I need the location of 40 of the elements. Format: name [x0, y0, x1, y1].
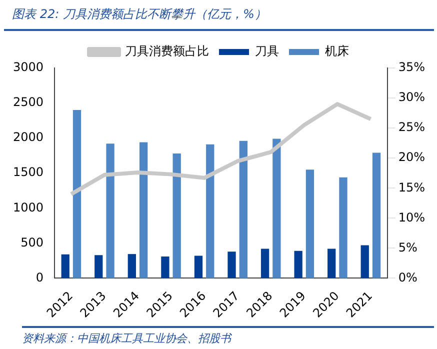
legend-label: 刀具: [255, 44, 279, 58]
y2-tick-label: 35%: [398, 60, 425, 74]
bar: [128, 254, 136, 278]
y-tick-label: 0: [36, 270, 44, 284]
y2-tick-label: 30%: [398, 90, 425, 104]
bar: [339, 177, 348, 278]
y2-tick-label: 10%: [398, 210, 425, 224]
text: 资料来源：中国机床工具工业协会、招股书: [22, 326, 434, 346]
y2-tick-label: 0%: [398, 270, 418, 284]
y-tick-label: 2000: [12, 130, 44, 144]
y-tick-label: 3000: [12, 60, 44, 74]
bar: [72, 110, 82, 278]
bar: [360, 245, 369, 278]
bar: [306, 170, 314, 278]
bar: [239, 140, 248, 278]
y2-tick-label: 15%: [398, 180, 425, 194]
bar: [161, 256, 170, 278]
legend-label: 机床: [325, 44, 349, 58]
bar: [206, 144, 214, 278]
bar: [94, 255, 103, 278]
y-tick-label: 1000: [12, 200, 44, 214]
y2-tick-label: 25%: [398, 120, 425, 134]
bar: [228, 252, 236, 278]
bar: [260, 248, 270, 278]
bar: [328, 248, 336, 278]
bar: [294, 250, 302, 278]
bar: [106, 144, 114, 278]
bar: [272, 138, 281, 278]
bar: [194, 256, 203, 278]
bar: [139, 142, 148, 278]
legend-label: 刀具消费额占比: [125, 44, 209, 58]
bar: [372, 152, 381, 278]
y2-tick-label: 20%: [398, 150, 425, 164]
y-tick-label: 500: [20, 235, 44, 250]
bar: [172, 153, 181, 278]
y2-tick-label: 5%: [398, 240, 418, 254]
bar: [61, 254, 70, 278]
y-tick-label: 1500: [12, 165, 44, 180]
chart-title: 图表 22: 刀具消费额占比不断攀升（亿元，%）: [4, 6, 434, 31]
y-tick-label: 2500: [12, 95, 44, 110]
